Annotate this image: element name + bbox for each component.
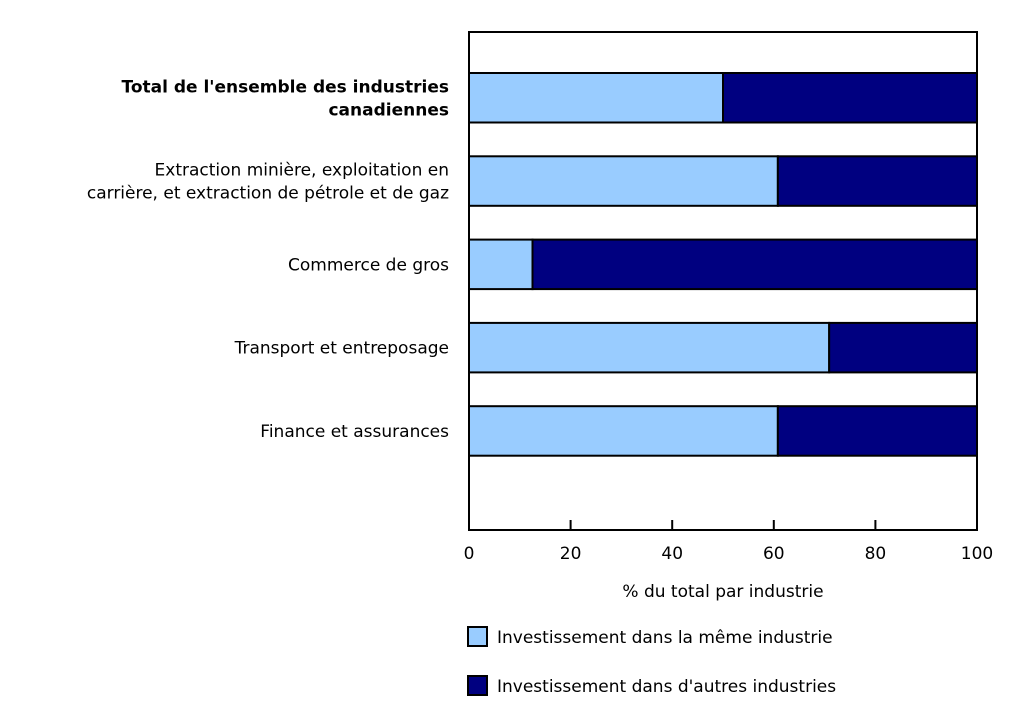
- category-label: Commerce de gros: [288, 255, 449, 275]
- x-axis-label: % du total par industrie: [622, 582, 823, 602]
- x-tick-label: 100: [961, 544, 993, 564]
- bar-segment-other-industries: [776, 155, 979, 207]
- bar-segment-other-industries: [828, 321, 978, 374]
- x-tick-label: 80: [865, 544, 887, 564]
- bar-segment-same-industry: [468, 321, 831, 374]
- x-tick-label: 20: [560, 544, 582, 564]
- category-label: Extraction minière, exploitation en: [155, 161, 449, 181]
- category-label: Total de l'ensemble des industries: [122, 77, 450, 97]
- x-tick-label: 60: [763, 544, 785, 564]
- category-label: Finance et assurances: [260, 422, 449, 442]
- legend-swatch-same-industry: [467, 626, 488, 647]
- bar-segment-other-industries: [776, 405, 979, 457]
- legend-label-other-industries: Investissement dans d'autres industries: [497, 677, 836, 697]
- bar-segment-same-industry: [468, 238, 534, 291]
- legend-swatch-other-industries: [467, 675, 488, 696]
- legend-label-same-industry: Investissement dans la même industrie: [497, 628, 833, 648]
- bar-segment-same-industry: [468, 405, 779, 457]
- category-label: Transport et entreposage: [234, 339, 449, 359]
- bar-segment-same-industry: [468, 72, 724, 124]
- bar-segment-other-industries: [722, 72, 978, 124]
- bar-segment-same-industry: [468, 155, 779, 207]
- x-tick-label: 0: [464, 544, 475, 564]
- legend: Investissement dans la même industrie In…: [467, 626, 836, 697]
- x-tick-label: 40: [661, 544, 683, 564]
- category-label: carrière, et extraction de pétrole et de…: [87, 184, 449, 204]
- category-label: canadiennes: [328, 100, 449, 120]
- bar-segment-other-industries: [531, 238, 978, 291]
